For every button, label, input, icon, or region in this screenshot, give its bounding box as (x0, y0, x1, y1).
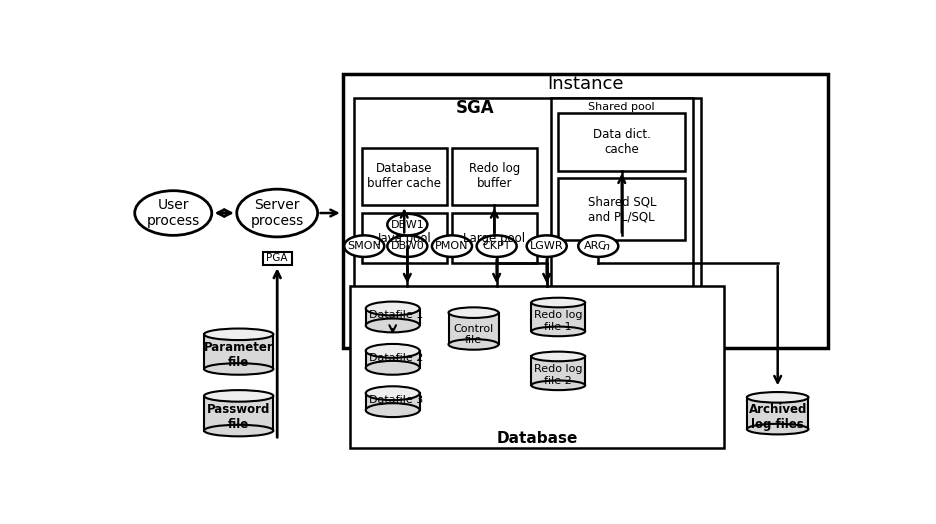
Bar (350, 286, 724, 448)
Bar (366, 393, 419, 410)
Bar (747, 397, 809, 429)
Text: n: n (603, 242, 609, 252)
Text: Database: Database (496, 431, 578, 446)
Text: PGA: PGA (267, 254, 288, 264)
Ellipse shape (366, 361, 419, 375)
Text: Java pool: Java pool (377, 232, 431, 245)
Ellipse shape (204, 425, 273, 436)
Ellipse shape (578, 235, 619, 257)
Ellipse shape (135, 191, 212, 235)
Text: DBW0: DBW0 (390, 241, 424, 251)
Ellipse shape (204, 363, 273, 375)
Text: SMON: SMON (347, 241, 381, 251)
Ellipse shape (448, 308, 499, 318)
Text: Large pool: Large pool (463, 232, 525, 245)
Text: Instance: Instance (547, 75, 623, 93)
Bar (532, 356, 585, 385)
Text: Control
file: Control file (453, 324, 493, 345)
Ellipse shape (448, 339, 499, 350)
Text: DBW1: DBW1 (390, 220, 424, 230)
Text: LGWR: LGWR (530, 241, 563, 251)
Ellipse shape (204, 329, 273, 340)
Ellipse shape (527, 235, 566, 257)
Text: Server
process: Server process (251, 198, 304, 228)
Ellipse shape (431, 235, 472, 257)
Ellipse shape (532, 298, 585, 308)
Text: Parameter
file: Parameter file (204, 342, 273, 369)
Ellipse shape (204, 390, 273, 402)
Ellipse shape (344, 235, 384, 257)
Text: Shared SQL
and PL/SQL: Shared SQL and PL/SQL (588, 195, 656, 223)
Ellipse shape (747, 392, 809, 402)
Ellipse shape (366, 403, 419, 417)
Text: Archived
log files: Archived log files (749, 403, 807, 431)
Ellipse shape (366, 386, 419, 400)
Bar (558, 113, 685, 171)
Ellipse shape (747, 424, 809, 434)
Bar (532, 302, 585, 331)
Ellipse shape (388, 235, 428, 257)
Bar (204, 334, 273, 369)
Bar (343, 74, 827, 348)
Ellipse shape (366, 302, 419, 315)
Ellipse shape (476, 235, 517, 257)
Bar (448, 313, 499, 344)
Ellipse shape (366, 344, 419, 358)
Ellipse shape (388, 214, 428, 235)
Text: Redo log
file 1: Redo log file 1 (534, 310, 582, 332)
Bar (452, 148, 536, 205)
Text: Redo log
buffer: Redo log buffer (469, 162, 520, 190)
Text: Database
buffer cache: Database buffer cache (367, 162, 441, 190)
Bar (558, 178, 685, 240)
Text: Redo log
file 2: Redo log file 2 (534, 364, 582, 386)
Text: CKPT: CKPT (482, 241, 511, 251)
Text: SGA: SGA (456, 100, 495, 117)
Text: Datafile 2: Datafile 2 (370, 353, 424, 363)
Bar (362, 213, 446, 263)
Text: Datafile 3: Datafile 3 (370, 395, 424, 405)
Ellipse shape (532, 326, 585, 336)
Ellipse shape (366, 319, 419, 332)
Ellipse shape (237, 189, 317, 237)
Text: ARC: ARC (584, 241, 607, 251)
Text: Datafile 1: Datafile 1 (370, 310, 424, 321)
Bar (452, 213, 536, 263)
Text: Data dict.
cache: Data dict. cache (592, 128, 651, 156)
Text: Password
file: Password file (207, 403, 271, 431)
Ellipse shape (532, 352, 585, 361)
Bar (204, 396, 273, 431)
Bar (366, 309, 419, 325)
Text: Shared pool: Shared pool (589, 102, 655, 112)
Bar (354, 97, 701, 305)
Bar (263, 252, 292, 265)
Bar (366, 351, 419, 368)
Text: PMON: PMON (435, 241, 469, 251)
Bar (550, 97, 693, 305)
Ellipse shape (532, 380, 585, 390)
Bar (362, 148, 446, 205)
Text: User
process: User process (147, 198, 200, 228)
